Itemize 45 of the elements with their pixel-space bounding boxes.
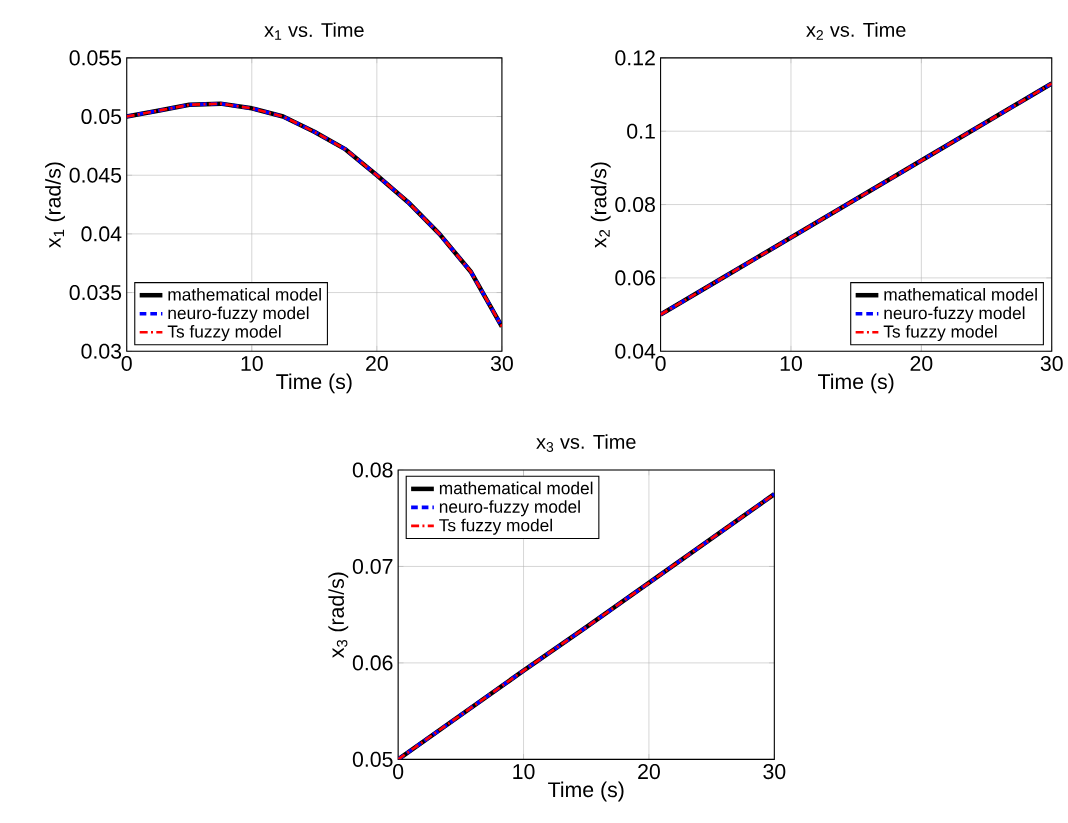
y-tick-label: 0.04 (81, 226, 122, 242)
y-tick-label: 0.05 (352, 751, 393, 767)
chart-title: x$_{3}$ vs. Time (536, 434, 636, 452)
y-tick-label: 0.08 (352, 462, 393, 478)
y-tick-label: 0.08 (615, 196, 655, 212)
legend-label: mathematical model (884, 287, 1037, 301)
legend-label: neuro-fuzzy model (168, 306, 309, 323)
x-tick-label: 30 (490, 355, 513, 371)
y-axis-title: x$_{3}$ (rad/s) (328, 572, 349, 658)
y-axis-title: x$_{2}$ (rad/s) (590, 162, 611, 248)
y-tick-label: 0.045 (69, 167, 122, 183)
y-tick-label: 0.06 (615, 270, 655, 286)
x-axis-title: Time (s) (818, 373, 894, 394)
x-axis-title: Time (s) (276, 373, 352, 394)
legend-label: Ts fuzzy model (167, 324, 281, 341)
x-tick-label: 20 (910, 355, 933, 371)
y-axis-title: x$_{1}$ (rad/s) (45, 162, 65, 248)
y-tick-label: 0.05 (81, 108, 122, 124)
chart-title: x$_{2}$ vs. Time (806, 22, 906, 40)
legend-label: Ts fuzzy model (439, 518, 552, 535)
legend-label: neuro-fuzzy model (884, 306, 1025, 323)
x-tick-label: 0 (655, 355, 666, 371)
y-tick-label: 0.07 (352, 558, 393, 574)
x-tick-label: 0 (121, 355, 132, 371)
x-tick-label: 10 (780, 355, 802, 371)
legend-label: neuro-fuzzy model (439, 500, 580, 517)
x-tick-label: 20 (366, 355, 388, 371)
legend-label: mathematical model (439, 481, 593, 495)
legend-label: Ts fuzzy model (883, 324, 997, 341)
y-tick-label: 0.035 (69, 284, 122, 300)
y-tick-label: 0.06 (352, 655, 393, 671)
x-tick-label: 10 (513, 763, 535, 780)
y-tick-label: 0.055 (69, 50, 122, 66)
x-axis-title: Time (s) (548, 781, 624, 802)
y-tick-label: 0.1 (627, 123, 655, 139)
x-tick-label: 30 (1040, 355, 1063, 371)
y-tick-label: 0.03 (81, 343, 122, 359)
y-tick-label: 0.04 (615, 343, 656, 359)
legend-label: mathematical model (168, 287, 321, 301)
x-tick-label: 10 (241, 355, 263, 371)
y-tick-label: 0.12 (615, 50, 655, 66)
x-tick-label: 0 (393, 763, 404, 780)
x-tick-label: 20 (638, 763, 660, 780)
x-tick-label: 30 (763, 763, 786, 780)
chart-title: x$_{1}$ vs. Time (264, 22, 364, 40)
